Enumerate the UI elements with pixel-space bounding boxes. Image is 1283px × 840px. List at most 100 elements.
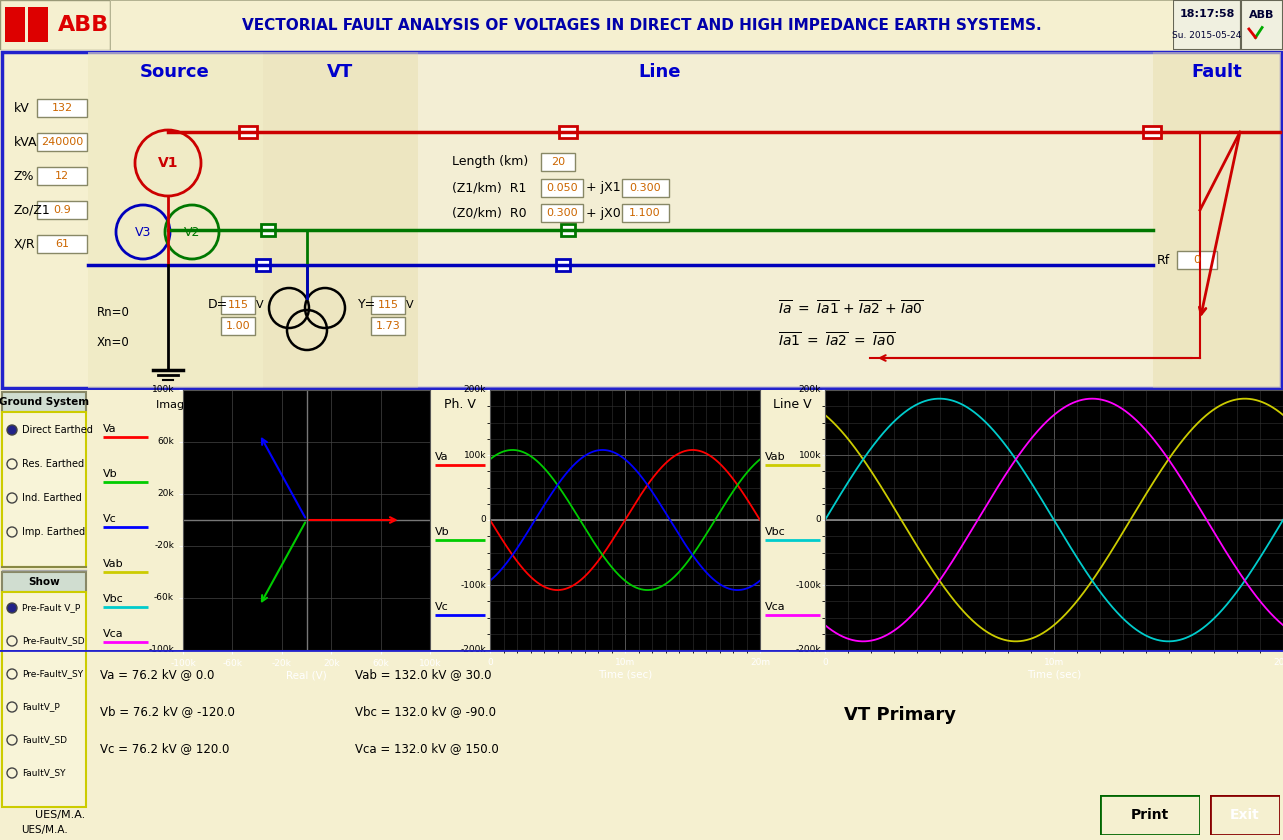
Text: 0: 0 xyxy=(1193,255,1201,265)
Text: Vb: Vb xyxy=(103,469,118,479)
Text: Va: Va xyxy=(435,452,449,462)
Text: -100k: -100k xyxy=(795,580,821,590)
Text: $\overline{Ia}$ $=$ $\overline{Ia1}$ $+$ $\overline{Ia2}$ $+$ $\overline{Ia0}$: $\overline{Ia}$ $=$ $\overline{Ia1}$ $+$… xyxy=(777,299,924,318)
Text: (Z0/km)  R0: (Z0/km) R0 xyxy=(452,207,526,219)
Text: Vca = 132.0 kV @ 150.0: Vca = 132.0 kV @ 150.0 xyxy=(355,743,499,755)
Text: -100k: -100k xyxy=(461,580,486,590)
X-axis label: Real (V): Real (V) xyxy=(286,671,327,680)
Text: Vc: Vc xyxy=(435,602,449,612)
Text: 240000: 240000 xyxy=(41,137,83,147)
FancyBboxPatch shape xyxy=(1177,251,1218,269)
Text: Imp. Earthed: Imp. Earthed xyxy=(22,527,85,537)
Bar xyxy=(1143,126,1161,138)
Text: -100k: -100k xyxy=(149,645,174,654)
FancyBboxPatch shape xyxy=(541,153,575,171)
Text: Z%: Z% xyxy=(14,170,35,182)
Bar xyxy=(263,52,418,388)
Bar xyxy=(561,224,575,236)
Text: 0: 0 xyxy=(480,516,486,524)
Text: -60k: -60k xyxy=(154,594,174,602)
Text: ABB: ABB xyxy=(1250,10,1275,20)
X-axis label: Time (sec): Time (sec) xyxy=(598,669,652,680)
Bar xyxy=(89,52,263,388)
FancyBboxPatch shape xyxy=(3,392,86,412)
Text: Imag (V): Imag (V) xyxy=(157,400,204,410)
Text: Vca: Vca xyxy=(103,629,123,639)
Text: 115: 115 xyxy=(227,300,249,310)
Bar xyxy=(1153,52,1280,388)
Text: Zo/Z1: Zo/Z1 xyxy=(14,203,51,217)
Bar xyxy=(3,412,86,567)
Text: FaultV_SY: FaultV_SY xyxy=(22,769,65,778)
Text: Vb = 76.2 kV @ -120.0: Vb = 76.2 kV @ -120.0 xyxy=(100,706,235,718)
Text: Ground System: Ground System xyxy=(0,397,89,407)
Text: Vbc: Vbc xyxy=(103,594,123,604)
Bar xyxy=(257,259,269,271)
Text: UES/M.A.: UES/M.A. xyxy=(21,825,68,835)
FancyBboxPatch shape xyxy=(37,167,87,185)
Text: 20: 20 xyxy=(550,157,565,167)
Text: Res. Earthed: Res. Earthed xyxy=(22,459,85,469)
Bar xyxy=(418,52,1153,388)
FancyBboxPatch shape xyxy=(541,179,582,197)
Circle shape xyxy=(10,606,14,610)
FancyBboxPatch shape xyxy=(37,235,87,253)
Text: + jX1: + jX1 xyxy=(586,181,621,195)
FancyBboxPatch shape xyxy=(371,296,405,314)
Text: Line: Line xyxy=(639,63,681,81)
Circle shape xyxy=(6,603,17,613)
Text: Y=: Y= xyxy=(358,298,376,312)
Text: Print: Print xyxy=(1130,808,1169,822)
Text: Rf: Rf xyxy=(1157,254,1170,266)
Text: Su. 2015-05-24: Su. 2015-05-24 xyxy=(1173,31,1242,40)
Text: 200k: 200k xyxy=(463,386,486,395)
Text: 61: 61 xyxy=(55,239,69,249)
Bar xyxy=(239,126,257,138)
Text: 1.100: 1.100 xyxy=(629,208,661,218)
Text: X/R: X/R xyxy=(14,238,36,250)
Text: 0.050: 0.050 xyxy=(547,183,577,193)
Text: UES/M.A.: UES/M.A. xyxy=(35,810,85,820)
Text: Fault: Fault xyxy=(1192,63,1242,81)
Text: Vb: Vb xyxy=(435,527,449,537)
Text: Length (km): Length (km) xyxy=(452,155,529,169)
Text: $\overline{Ia1}$ $=$ $\overline{Ia2}$ $=$ $\overline{Ia0}$: $\overline{Ia1}$ $=$ $\overline{Ia2}$ $=… xyxy=(777,331,896,349)
Text: -200k: -200k xyxy=(461,645,486,654)
Text: FaultV_P: FaultV_P xyxy=(22,702,60,711)
Text: 132: 132 xyxy=(51,103,73,113)
Text: Vbc = 132.0 kV @ -90.0: Vbc = 132.0 kV @ -90.0 xyxy=(355,706,497,718)
Text: Line V: Line V xyxy=(774,398,812,412)
Text: 100k: 100k xyxy=(798,450,821,459)
Text: 0.9: 0.9 xyxy=(53,205,71,215)
Bar xyxy=(3,592,86,807)
Text: FaultV_SD: FaultV_SD xyxy=(22,736,67,744)
Bar xyxy=(28,7,47,42)
Text: 200k: 200k xyxy=(798,386,821,395)
Text: Pre-FaultV_SD: Pre-FaultV_SD xyxy=(22,637,85,645)
Bar xyxy=(260,224,275,236)
Text: Vca: Vca xyxy=(765,602,785,612)
Text: 0: 0 xyxy=(815,516,821,524)
Text: VECTORIAL FAULT ANALYSIS OF VOLTAGES IN DIRECT AND HIGH IMPEDANCE EARTH SYSTEMS.: VECTORIAL FAULT ANALYSIS OF VOLTAGES IN … xyxy=(241,18,1042,33)
Text: Pre-FaultV_SY: Pre-FaultV_SY xyxy=(22,669,83,679)
Text: 18:17:58: 18:17:58 xyxy=(1179,9,1234,19)
Bar xyxy=(1173,0,1241,50)
Text: V3: V3 xyxy=(135,225,151,239)
X-axis label: Time (sec): Time (sec) xyxy=(1026,669,1082,680)
Text: -20k: -20k xyxy=(154,542,174,550)
Text: 60k: 60k xyxy=(158,438,174,447)
Text: 0.300: 0.300 xyxy=(547,208,577,218)
Text: Vbc: Vbc xyxy=(765,527,785,537)
FancyBboxPatch shape xyxy=(37,201,87,219)
Text: kV: kV xyxy=(14,102,30,114)
Text: V2: V2 xyxy=(183,225,200,239)
Text: 1.00: 1.00 xyxy=(226,321,250,331)
Bar xyxy=(1241,0,1283,50)
Text: Ind. Earthed: Ind. Earthed xyxy=(22,493,82,503)
Circle shape xyxy=(10,428,14,432)
Text: (Z1/km)  R1: (Z1/km) R1 xyxy=(452,181,526,195)
Text: ABB: ABB xyxy=(58,15,109,35)
Text: Vab: Vab xyxy=(103,559,123,569)
Text: Show: Show xyxy=(28,577,60,587)
Text: VT Primary: VT Primary xyxy=(844,706,956,724)
